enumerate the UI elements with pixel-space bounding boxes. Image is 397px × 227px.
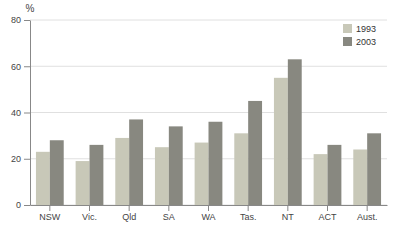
plot-area: 0 20 40 60 80 NSW Vic. Qld SA WA Tas. NT ACT Aust.% 19…	[11, 3, 388, 222]
tick-label: Tas.	[240, 212, 257, 222]
tick-label: SA	[163, 212, 175, 222]
bar	[353, 150, 367, 206]
bar-series	[50, 59, 381, 205]
bar	[367, 133, 381, 205]
bar	[76, 161, 90, 205]
tick-mark	[287, 205, 288, 211]
tick: NSW	[39, 205, 61, 222]
tick: Tas.	[240, 205, 257, 222]
tick-mark	[89, 205, 90, 211]
tick: NT	[282, 205, 294, 222]
tick: Aust.	[357, 205, 378, 222]
tick-label: NSW	[39, 212, 61, 222]
legend: 1993 2003	[343, 24, 376, 47]
tick-label: 80	[11, 15, 21, 25]
y-axis: 0 20 40 60 80	[11, 15, 31, 210]
tick-label: Vic.	[82, 212, 97, 222]
x-axis: NSW Vic. Qld SA WA Tas. NT ACT Aust.	[31, 205, 388, 222]
tick: 80	[11, 15, 30, 25]
bar	[234, 133, 248, 205]
tick-mark	[367, 205, 368, 211]
tick-mark	[327, 205, 328, 211]
grid-line	[30, 112, 387, 113]
tick: Qld	[122, 205, 136, 222]
tick: 60	[11, 62, 30, 72]
tick-label: 60	[11, 62, 21, 72]
legend-label: 2003	[356, 37, 376, 47]
bar	[195, 143, 209, 205]
tick-mark	[49, 205, 50, 211]
tick-label: Qld	[122, 212, 136, 222]
grid	[30, 20, 387, 205]
tick-mark	[24, 66, 30, 67]
tick-mark	[129, 205, 130, 211]
legend-swatch	[343, 37, 352, 46]
legend-swatch	[343, 24, 352, 33]
bar	[314, 154, 328, 205]
tick-mark	[168, 205, 169, 211]
axis-title: %	[26, 3, 35, 14]
bar	[169, 126, 183, 205]
bar	[248, 101, 262, 205]
tick: SA	[163, 205, 175, 222]
tick: Vic.	[82, 205, 97, 222]
bar	[274, 78, 288, 205]
tick-mark	[24, 113, 30, 114]
bar	[209, 122, 223, 205]
tick-mark	[24, 205, 30, 206]
bar	[155, 147, 169, 205]
legend-item: 1993	[343, 24, 376, 34]
bar	[288, 59, 302, 205]
bar	[36, 152, 50, 205]
tick-mark	[24, 159, 30, 160]
tick: 40	[11, 108, 30, 118]
bar	[115, 138, 129, 205]
bar-series	[36, 78, 367, 205]
tick-mark	[248, 205, 249, 211]
tick-mark	[208, 205, 209, 211]
axis-line	[30, 21, 31, 206]
legend-label: 1993	[356, 24, 376, 34]
legend-item: 2003	[343, 37, 376, 47]
bar	[90, 145, 104, 205]
tick: 0	[16, 200, 30, 210]
tick: WA	[201, 205, 215, 222]
tick-label: 20	[11, 154, 21, 164]
grid-line	[30, 20, 387, 21]
tick-label: 0	[16, 200, 21, 210]
tick-label: NT	[282, 212, 294, 222]
tick-label: 40	[11, 108, 21, 118]
bar	[129, 119, 143, 205]
tick: ACT	[319, 205, 338, 222]
bar	[328, 145, 342, 205]
bars	[36, 59, 381, 205]
tick: 20	[11, 154, 30, 164]
tick-mark	[24, 20, 30, 21]
bar	[50, 140, 64, 205]
tick-label: Aust.	[357, 212, 378, 222]
tick-label: ACT	[319, 212, 338, 222]
grid-line	[30, 66, 387, 67]
tick-label: WA	[201, 212, 215, 222]
chart: 0 20 40 60 80 NSW Vic. Qld SA WA Tas. NT ACT Aust.% 19…	[0, 0, 397, 227]
